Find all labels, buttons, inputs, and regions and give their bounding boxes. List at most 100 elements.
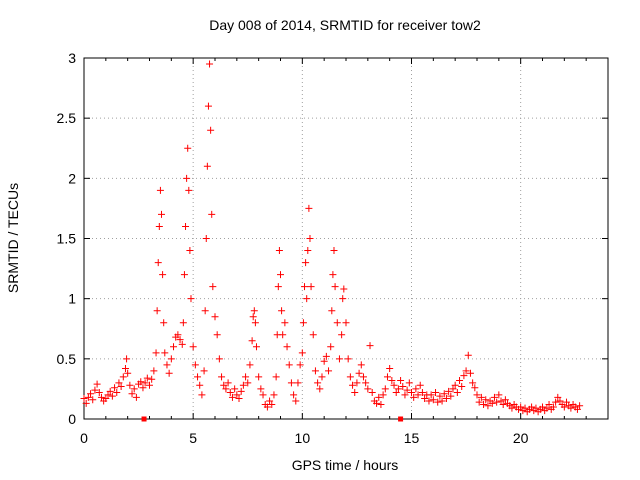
data-point [475, 398, 483, 406]
data-point [353, 379, 361, 387]
data-point [460, 372, 468, 380]
data-point [183, 174, 191, 182]
data-point [307, 283, 315, 291]
data-point [113, 389, 121, 397]
data-point [257, 385, 265, 393]
data-point [495, 391, 503, 399]
data-point [377, 401, 385, 409]
data-point [141, 379, 149, 387]
data-point [189, 343, 197, 351]
data-point [154, 259, 162, 267]
x-tick-label: 15 [404, 430, 420, 446]
data-point [251, 319, 259, 327]
data-point [458, 383, 466, 391]
data-point [532, 404, 540, 412]
data-point [200, 367, 208, 375]
data-point [111, 384, 119, 392]
data-point [248, 337, 256, 345]
data-point [554, 393, 562, 401]
data-point [155, 222, 163, 230]
data-point [201, 307, 209, 315]
data-point [316, 385, 324, 393]
data-point [97, 393, 105, 401]
x-tick-label: 10 [295, 430, 311, 446]
data-point [170, 343, 178, 351]
data-point [414, 391, 422, 399]
data-point [194, 373, 202, 381]
data-point [191, 361, 199, 369]
data-point [408, 389, 415, 397]
data-point [106, 387, 114, 395]
data-point [560, 403, 568, 411]
data-point [294, 379, 302, 387]
data-point [143, 374, 151, 382]
data-point [231, 385, 239, 393]
data-point [383, 373, 391, 381]
zero-marker [141, 416, 147, 422]
data-point [167, 355, 175, 363]
data-point [432, 389, 440, 397]
data-point [366, 342, 374, 350]
data-point [211, 313, 219, 321]
data-point [259, 391, 267, 399]
data-point [445, 387, 453, 395]
data-point [451, 381, 459, 389]
data-point [576, 402, 584, 410]
data-point [84, 393, 92, 401]
data-point [218, 373, 226, 381]
data-point [184, 144, 192, 152]
y-tick-label: 0.5 [57, 351, 77, 367]
data-point [436, 392, 444, 400]
data-point [311, 367, 319, 375]
data-point [364, 385, 372, 393]
data-point [128, 390, 136, 398]
data-point [517, 403, 525, 411]
data-point [93, 380, 101, 388]
data-point [466, 369, 474, 377]
data-point [242, 373, 250, 381]
data-point [549, 403, 557, 411]
data-point [442, 395, 450, 403]
data-point [427, 391, 435, 399]
data-point [349, 381, 357, 389]
data-point [152, 349, 160, 357]
data-point [180, 271, 188, 279]
data-point [252, 343, 260, 351]
data-point [174, 331, 182, 339]
data-point [255, 373, 263, 381]
data-point [263, 403, 271, 411]
data-point [329, 271, 337, 279]
data-point [453, 389, 461, 397]
data-point [318, 373, 326, 381]
data-point [306, 235, 314, 242]
data-point [381, 385, 389, 393]
data-point [239, 381, 247, 389]
data-point [456, 376, 464, 384]
data-point [87, 390, 95, 398]
data-point [359, 373, 367, 381]
data-point [327, 343, 335, 351]
data-point [499, 401, 507, 409]
data-point [285, 361, 293, 369]
data-point [401, 391, 409, 399]
data-point [438, 397, 446, 405]
data-point [292, 397, 300, 405]
data-point [539, 403, 546, 411]
data-point [462, 367, 470, 375]
plot-frame [83, 57, 609, 420]
data-point [501, 396, 509, 404]
data-point [552, 398, 560, 406]
data-point [416, 381, 424, 389]
data-point [543, 404, 551, 412]
data-point [521, 404, 529, 412]
data-point [160, 319, 168, 327]
x-axis-label: GPS time / hours [292, 457, 399, 473]
data-point [333, 319, 341, 327]
data-point [108, 392, 116, 400]
data-point [148, 375, 156, 383]
x-tick-label: 20 [513, 430, 529, 446]
data-point [490, 393, 498, 401]
data-point [305, 204, 313, 212]
data-point [484, 402, 492, 410]
data-point [82, 399, 90, 407]
